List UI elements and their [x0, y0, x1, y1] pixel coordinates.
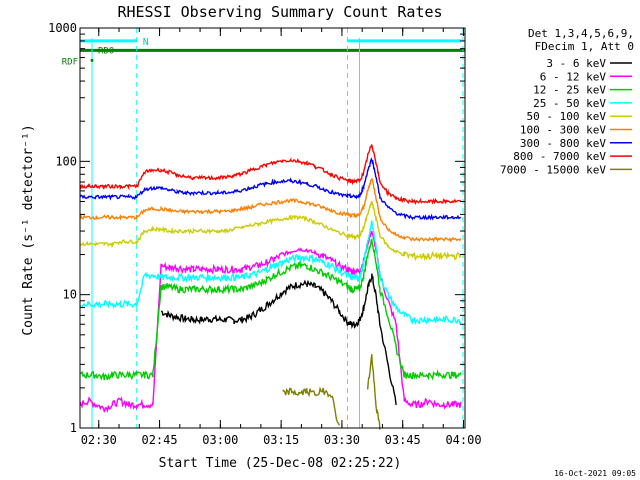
x-tick-label-4: 03:30	[324, 433, 360, 447]
x-tick-label-1: 02:45	[141, 433, 177, 447]
footer-date: 16-Oct-2021 09:05	[554, 469, 636, 478]
legend-label-2: 12 - 25 keV	[533, 84, 606, 97]
series-line-7	[79, 144, 462, 206]
legend-label-3: 25 - 50 keV	[533, 97, 606, 110]
series-line-1	[79, 230, 462, 414]
plot-background	[80, 28, 465, 428]
n-label: N	[143, 37, 149, 48]
series-line-6	[79, 157, 462, 221]
series-line-0	[161, 273, 397, 405]
legend-header-1: FDecim 1, Att 0	[535, 40, 634, 53]
rd0-label: RD0	[98, 46, 114, 56]
legend-label-1: 6 - 12 keV	[540, 70, 607, 83]
legend-header-0: Det 1,3,4,5,6,9,	[528, 27, 634, 40]
legend-label-7: 800 - 7000 keV	[513, 150, 606, 163]
y-tick-label-1: 10	[63, 288, 77, 302]
series-line-5	[79, 178, 462, 243]
series-layer	[79, 144, 462, 430]
series-line-2	[79, 238, 462, 381]
legend-label-6: 300 - 800 keV	[520, 137, 606, 150]
x-tick-label-3: 03:15	[263, 433, 299, 447]
x-tick-label-5: 03:45	[385, 433, 421, 447]
x-tick-label-0: 02:30	[81, 433, 117, 447]
axes: 1 10 100 1000 02:30 02:45 03:00 03:15 03:30 03:45…	[48, 21, 481, 447]
rdf-marker	[90, 58, 94, 62]
plot-frame	[79, 27, 466, 429]
legend-label-5: 100 - 300 keV	[520, 124, 606, 137]
y-tick-label-2: 100	[55, 154, 77, 168]
annotations: N RD0 RDF	[62, 28, 465, 428]
x-axis-label: Start Time (25-Dec-08 02:25:22)	[159, 456, 402, 471]
rdf-label: RDF	[62, 57, 78, 67]
legend-label-4: 50 - 100 keV	[527, 110, 607, 123]
series-line-4	[79, 200, 462, 262]
series-line-3	[79, 220, 462, 326]
x-tick-label-2: 03:00	[202, 433, 238, 447]
x-tick-label-6: 04:00	[445, 433, 481, 447]
legend-label-0: 3 - 6 keV	[546, 57, 606, 70]
legend: Det 1,3,4,5,6,9,FDecim 1, Att 0 3 - 6 keV…	[500, 27, 634, 176]
y-tick-label-3: 1000	[48, 21, 77, 35]
y-tick-label-0: 1	[70, 421, 77, 435]
plot-area	[80, 28, 465, 428]
series-line-8	[282, 354, 381, 430]
chart-title: RHESSI Observing Summary Count Rates	[117, 3, 442, 21]
legend-label-8: 7000 - 15000 keV	[500, 163, 606, 176]
y-axis-label: Count Rate (s⁻¹ detector⁻¹)	[21, 124, 36, 335]
